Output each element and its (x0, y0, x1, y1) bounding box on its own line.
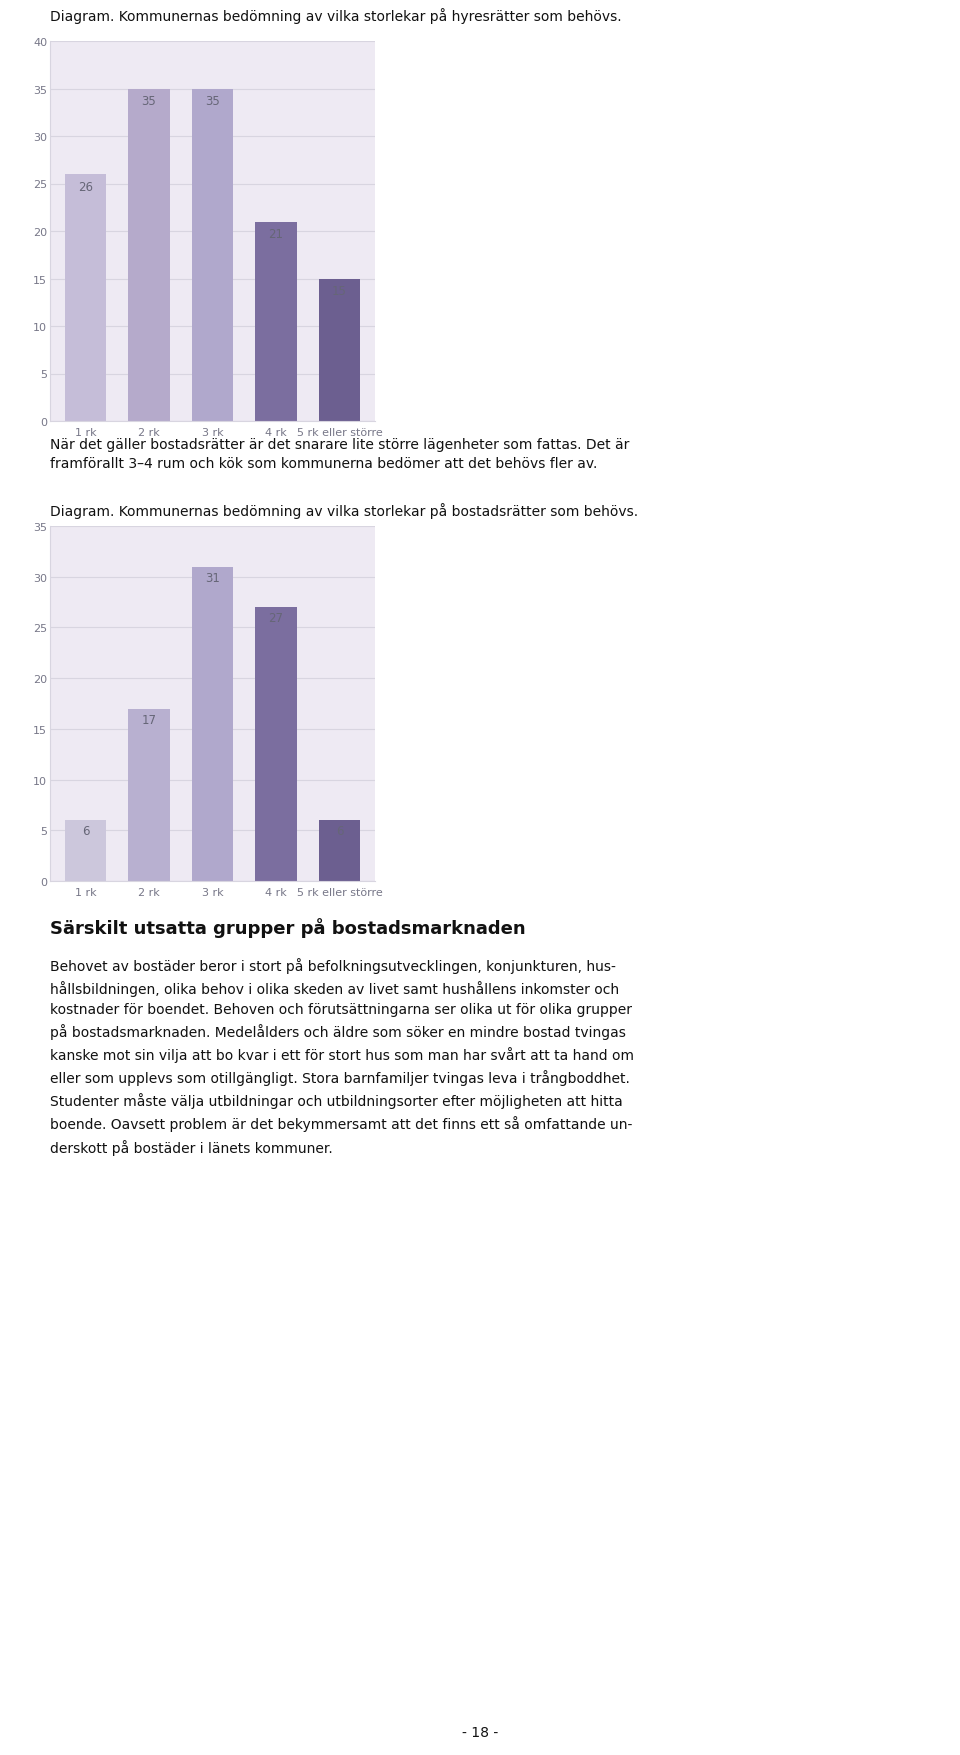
Text: 15: 15 (332, 284, 347, 298)
Text: 27: 27 (269, 612, 283, 625)
Text: Särskilt utsatta grupper på bostadsmarknaden: Särskilt utsatta grupper på bostadsmarkn… (50, 918, 526, 937)
Text: 35: 35 (205, 95, 220, 109)
Text: 17: 17 (141, 713, 156, 727)
Text: 26: 26 (78, 181, 93, 193)
Text: 6: 6 (82, 825, 89, 837)
Bar (255, 607, 297, 881)
Text: 35: 35 (141, 95, 156, 109)
Text: Behovet av bostäder beror i stort på befolkningsutvecklingen, konjunkturen, hus-: Behovet av bostäder beror i stort på bef… (50, 958, 634, 1155)
Text: 31: 31 (205, 572, 220, 584)
Text: - 18 -: - 18 - (462, 1725, 498, 1739)
Bar (129, 709, 170, 881)
Bar (319, 821, 360, 881)
Bar (64, 821, 106, 881)
Text: Diagram. Kommunernas bedömning av vilka storlekar på hyresrätter som behövs.: Diagram. Kommunernas bedömning av vilka … (50, 9, 622, 25)
Bar (192, 567, 233, 881)
Bar (64, 176, 106, 421)
Text: 6: 6 (336, 825, 344, 837)
Bar (319, 279, 360, 421)
Bar (255, 223, 297, 421)
Text: När det gäller bostadsrätter är det snarare lite större lägenheter som fattas. D: När det gäller bostadsrätter är det snar… (50, 437, 630, 472)
Text: Diagram. Kommunernas bedömning av vilka storlekar på bostadsrätter som behövs.: Diagram. Kommunernas bedömning av vilka … (50, 502, 638, 519)
Text: 21: 21 (269, 228, 283, 240)
Bar (129, 90, 170, 421)
Bar (192, 90, 233, 421)
